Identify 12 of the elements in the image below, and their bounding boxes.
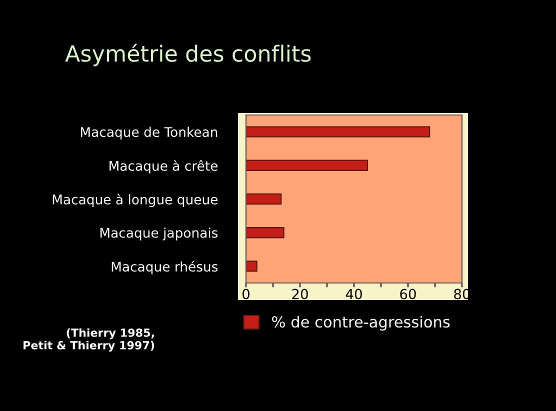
y-tick-label: Macaque à longue queue [52,194,218,208]
x-tick-label: 60 [400,288,416,300]
y-tick-label: Macaque à crête [110,160,218,174]
legend-label: % de contre-agressions [272,316,450,331]
x-tick-label: 40 [346,288,362,300]
y-tick-label: Macaque rhésus [112,260,218,274]
x-tick-label: 20 [292,288,308,300]
y-tick-label: Macaque de Tonkean [80,126,218,140]
x-tick-label: 0 [242,288,250,300]
text: (Thierry 1985, Petit & Thierry 1997) [24,328,154,352]
y-tick-label: Macaque japonais [100,228,218,240]
chart-title: Asymétrie des conflits [65,44,311,66]
